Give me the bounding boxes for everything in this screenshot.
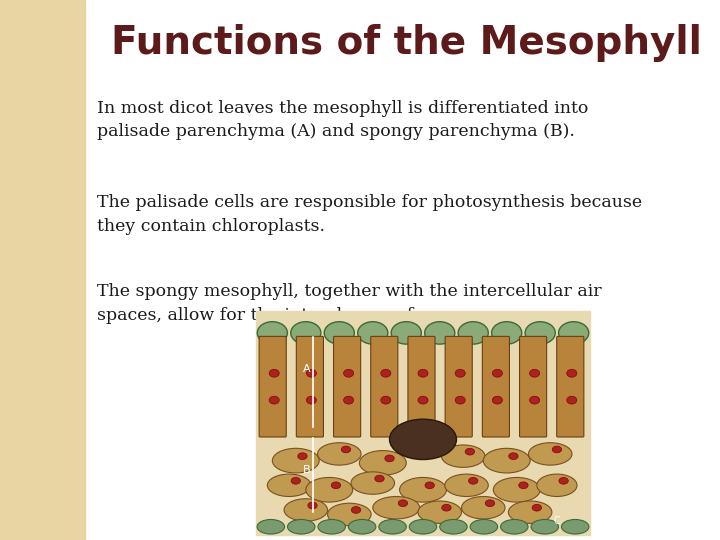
Ellipse shape [400,477,446,502]
Ellipse shape [458,322,488,344]
Ellipse shape [307,369,316,377]
Ellipse shape [351,472,395,494]
Ellipse shape [518,482,528,489]
Ellipse shape [331,482,341,489]
Text: C: C [554,516,560,525]
Text: The palisade cells are responsible for photosynthesis because
they contain chlor: The palisade cells are responsible for p… [97,194,642,235]
FancyBboxPatch shape [333,336,361,437]
Ellipse shape [455,369,465,377]
Ellipse shape [532,504,541,511]
FancyBboxPatch shape [371,336,398,437]
Ellipse shape [425,482,434,489]
Ellipse shape [359,450,406,475]
Ellipse shape [351,507,361,514]
Ellipse shape [269,396,279,404]
Ellipse shape [348,519,376,534]
Ellipse shape [567,369,577,377]
FancyBboxPatch shape [520,336,546,437]
Ellipse shape [455,396,465,404]
Text: The spongy mesophyll, together with the intercellular air
spaces, allow for the : The spongy mesophyll, together with the … [97,284,602,324]
FancyBboxPatch shape [445,336,472,437]
Ellipse shape [307,396,316,404]
Ellipse shape [341,446,351,453]
Ellipse shape [537,474,577,496]
Ellipse shape [384,455,395,462]
Ellipse shape [391,322,421,344]
Ellipse shape [287,519,315,534]
Ellipse shape [272,448,319,473]
Ellipse shape [492,369,503,377]
Ellipse shape [483,448,530,473]
Ellipse shape [318,519,346,534]
Ellipse shape [381,396,391,404]
Ellipse shape [343,396,354,404]
Ellipse shape [418,369,428,377]
Ellipse shape [445,474,488,496]
Ellipse shape [509,453,518,460]
Ellipse shape [373,496,420,519]
Ellipse shape [298,453,307,460]
Ellipse shape [465,448,474,455]
Ellipse shape [267,474,311,496]
Ellipse shape [552,446,562,453]
FancyBboxPatch shape [482,336,510,437]
Ellipse shape [409,519,437,534]
Ellipse shape [358,322,388,344]
Ellipse shape [306,477,353,502]
Ellipse shape [257,519,284,534]
FancyBboxPatch shape [557,336,584,437]
Ellipse shape [291,322,321,344]
Ellipse shape [418,396,428,404]
Ellipse shape [308,502,318,509]
Ellipse shape [493,477,540,502]
Ellipse shape [257,322,287,344]
Ellipse shape [462,496,505,519]
Ellipse shape [398,500,408,507]
Ellipse shape [562,519,589,534]
Ellipse shape [442,504,451,511]
Ellipse shape [441,445,485,467]
Ellipse shape [418,501,462,523]
Ellipse shape [525,322,555,344]
Text: B: B [302,464,310,475]
Ellipse shape [381,369,391,377]
Ellipse shape [470,519,498,534]
Ellipse shape [318,443,361,465]
Ellipse shape [379,519,406,534]
FancyBboxPatch shape [259,336,287,437]
Ellipse shape [530,396,539,404]
Ellipse shape [528,443,572,465]
Ellipse shape [440,519,467,534]
Ellipse shape [390,419,456,460]
Ellipse shape [559,477,568,484]
Text: Functions of the Mesophyll: Functions of the Mesophyll [112,24,702,62]
Ellipse shape [492,322,522,344]
Text: In most dicot leaves the mesophyll is differentiated into
palisade parenchyma (A: In most dicot leaves the mesophyll is di… [97,100,588,140]
Ellipse shape [328,503,371,525]
Ellipse shape [375,475,384,482]
Ellipse shape [567,396,577,404]
Text: A: A [302,364,310,374]
Ellipse shape [508,501,552,523]
Ellipse shape [343,369,354,377]
Ellipse shape [269,369,279,377]
Ellipse shape [531,519,559,534]
Ellipse shape [469,477,478,484]
Bar [256,310,590,535]
Ellipse shape [425,322,455,344]
Ellipse shape [485,500,495,507]
Ellipse shape [284,499,328,521]
Ellipse shape [559,322,589,344]
FancyBboxPatch shape [297,336,323,437]
Bar [0,0,85,540]
Ellipse shape [324,322,354,344]
FancyBboxPatch shape [408,336,435,437]
Ellipse shape [492,396,503,404]
Ellipse shape [530,369,539,377]
Ellipse shape [500,519,528,534]
Ellipse shape [291,477,300,484]
